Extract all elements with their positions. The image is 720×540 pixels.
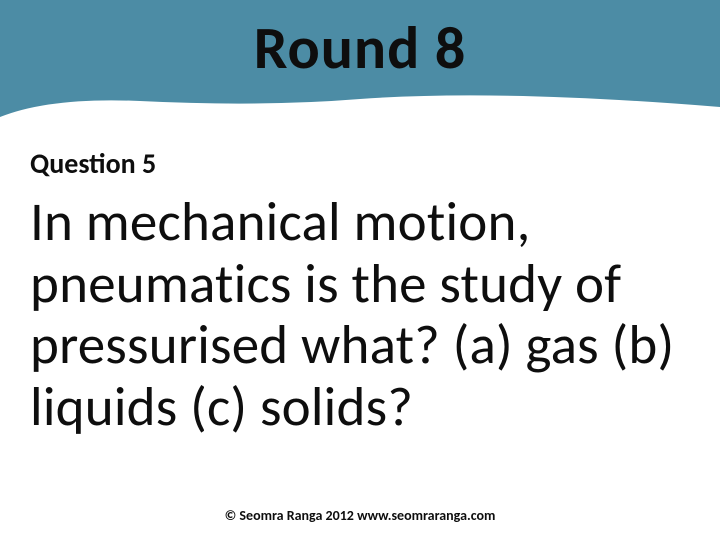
slide-header: Round 8 [0, 0, 720, 128]
slide-content: Question 5 In mechanical motion, pneumat… [0, 128, 720, 437]
copyright-footer: © Seomra Ranga 2012 www.seomraranga.com [0, 507, 720, 524]
question-label: Question 5 [30, 146, 690, 181]
header-wave-decoration [0, 89, 720, 129]
round-title: Round 8 [254, 12, 467, 85]
question-text: In mechanical motion, pneumatics is the … [30, 191, 690, 437]
